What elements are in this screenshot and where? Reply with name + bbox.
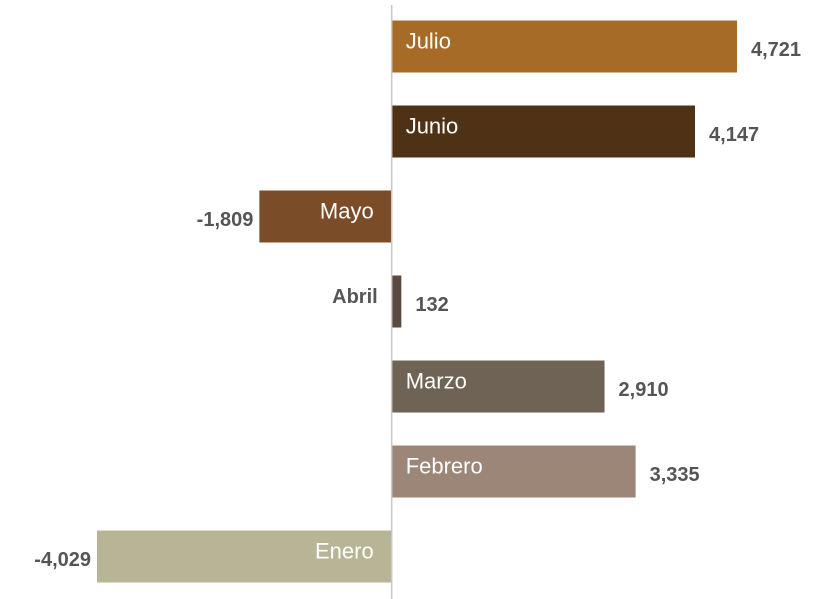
category-label: Febrero bbox=[406, 453, 483, 478]
bar bbox=[391, 105, 696, 158]
category-label: Marzo bbox=[406, 368, 467, 393]
value-label: 2,910 bbox=[619, 379, 669, 401]
category-label: Junio bbox=[406, 113, 459, 138]
bar bbox=[391, 360, 605, 413]
category-label: Abril bbox=[332, 286, 378, 308]
bar bbox=[97, 530, 392, 583]
bar bbox=[391, 275, 402, 328]
value-label: -4,029 bbox=[34, 549, 91, 571]
value-label: -1,809 bbox=[197, 209, 254, 231]
value-label: 132 bbox=[415, 294, 448, 316]
value-label: 4,721 bbox=[751, 39, 801, 61]
value-label: 4,147 bbox=[709, 124, 759, 146]
bar bbox=[391, 445, 636, 498]
category-label: Enero bbox=[315, 538, 374, 563]
bar bbox=[259, 190, 392, 243]
bar bbox=[391, 20, 737, 73]
value-label: 3,335 bbox=[650, 464, 700, 486]
category-label: Mayo bbox=[320, 198, 374, 223]
category-label: Julio bbox=[406, 28, 451, 53]
